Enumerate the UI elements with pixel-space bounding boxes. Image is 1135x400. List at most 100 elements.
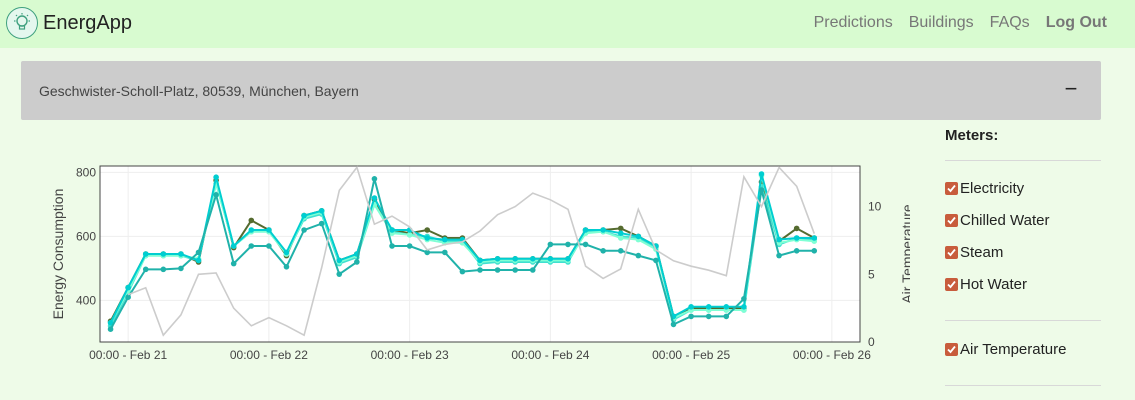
data-point: [107, 320, 114, 326]
data-point: [582, 227, 589, 233]
data-point: [424, 227, 431, 233]
y-axis-title: Energy Consumption: [50, 189, 66, 320]
data-point: [213, 174, 219, 180]
checkbox-checked-icon[interactable]: [945, 214, 958, 227]
data-point: [248, 217, 255, 224]
navbar: EnergApp Predictions Buildings FAQs Log …: [0, 0, 1135, 48]
building-address: Geschwister-Scholl-Platz, 80539, München…: [39, 83, 359, 99]
data-point: [266, 243, 272, 249]
data-point: [336, 271, 343, 277]
x-tick-label: 00:00 - Feb 24: [511, 348, 589, 362]
data-point: [758, 187, 765, 193]
checkbox-checked-icon[interactable]: [945, 182, 958, 195]
data-point: [371, 176, 378, 182]
data-point: [811, 235, 818, 241]
brand[interactable]: EnergApp: [6, 7, 132, 39]
data-point: [195, 249, 202, 256]
data-point: [512, 256, 518, 262]
data-point: [723, 304, 730, 310]
meter-chilled-water[interactable]: Chilled Water: [945, 212, 1049, 229]
data-point: [653, 257, 659, 264]
app-name: EnergApp: [43, 11, 132, 34]
data-point: [670, 321, 677, 328]
data-point: [195, 257, 202, 264]
data-point: [565, 256, 571, 262]
plot-area: [100, 166, 860, 342]
nav-buildings-link[interactable]: Buildings: [908, 14, 974, 31]
data-point: [688, 313, 694, 320]
data-point: [688, 304, 694, 310]
data-point: [283, 264, 290, 270]
meters-title: Meters:: [945, 127, 999, 144]
data-point: [442, 249, 448, 256]
data-point: [547, 241, 554, 248]
divider: [945, 160, 1101, 161]
plot-frame: [99, 165, 861, 343]
data-point: [354, 259, 360, 265]
y2-tick-label: 0: [868, 335, 875, 349]
nav-faqs-link[interactable]: FAQs: [989, 14, 1030, 31]
divider: [945, 385, 1101, 386]
data-point: [477, 257, 483, 264]
checkbox-checked-icon[interactable]: [945, 343, 958, 356]
logout-link[interactable]: Log Out: [1045, 14, 1107, 31]
x-tick-label: 00:00 - Feb 22: [230, 348, 308, 362]
checkbox-checked-icon[interactable]: [945, 246, 958, 259]
weather-air-temperature[interactable]: Air Temperature: [945, 341, 1066, 358]
data-point: [477, 267, 483, 273]
y2-tick-label: 10: [868, 200, 882, 214]
data-point: [741, 304, 747, 310]
data-point: [389, 227, 395, 233]
x-tick-label: 00:00 - Feb 21: [89, 348, 167, 362]
nav-predictions-link[interactable]: Predictions: [813, 14, 893, 31]
energy-chart: 400 600 800 0 5 10 00:00 - Feb 21 00:00 - Feb 2…: [50, 165, 910, 362]
y-tick-label: 800: [76, 165, 96, 179]
data-point: [248, 227, 255, 233]
data-point: [617, 230, 624, 236]
meter-label: Chilled Water: [960, 212, 1050, 229]
data-point: [125, 294, 131, 300]
meter-electricity[interactable]: Electricity: [945, 180, 1024, 197]
data-point: [107, 326, 114, 332]
data-point: [512, 267, 518, 273]
data-point: [178, 251, 184, 257]
meter-steam[interactable]: Steam: [945, 244, 1003, 261]
data-point: [635, 233, 642, 240]
meter-label: Hot Water: [960, 276, 1027, 293]
data-point: [600, 227, 606, 233]
data-point: [248, 243, 255, 249]
data-point: [266, 227, 272, 233]
data-point: [178, 265, 184, 272]
meter-hot-water[interactable]: Hot Water: [945, 276, 1027, 293]
y-tick-label: 600: [76, 229, 96, 243]
data-point: [213, 192, 219, 198]
lightbulb-icon: [6, 7, 38, 39]
data-point: [529, 256, 536, 262]
data-point: [283, 249, 290, 256]
data-point: [758, 171, 765, 177]
nav-links: Predictions Buildings FAQs Log Out: [814, 14, 1107, 32]
data-point: [705, 313, 712, 320]
data-point: [318, 220, 325, 227]
divider: [945, 320, 1101, 321]
data-point: [617, 225, 624, 232]
data-point: [389, 243, 395, 249]
data-point: [336, 257, 343, 264]
data-point: [582, 241, 589, 248]
data-point: [424, 235, 431, 241]
collapse-button[interactable]: −: [1064, 76, 1078, 101]
data-point: [617, 235, 624, 241]
checkbox-checked-icon[interactable]: [945, 278, 958, 291]
data-point: [635, 252, 642, 259]
building-panel-header[interactable]: Geschwister-Scholl-Platz, 80539, München…: [21, 61, 1101, 120]
data-point: [723, 313, 730, 320]
data-point: [547, 256, 554, 262]
data-point: [230, 243, 237, 249]
data-point: [301, 227, 307, 233]
x-tick-label: 00:00 - Feb 23: [371, 348, 449, 362]
data-point: [406, 243, 413, 249]
weather-label: Air Temperature: [960, 341, 1067, 358]
data-point: [793, 248, 800, 254]
y-tick-label: 400: [76, 293, 96, 307]
x-tick-label: 00:00 - Feb 26: [793, 348, 871, 362]
